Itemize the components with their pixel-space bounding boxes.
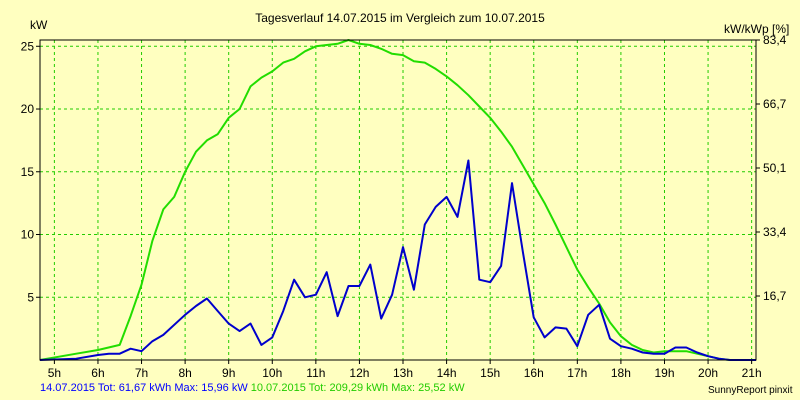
x-tick-label: 9h <box>222 366 235 380</box>
y-tick-label: 15 <box>21 165 35 179</box>
y2-tick-label: 33,4 <box>763 225 787 239</box>
x-tick-label: 6h <box>91 366 104 380</box>
y-axis-label: kW <box>30 18 48 32</box>
y-tick-label: 10 <box>21 228 35 242</box>
y2-tick-label: 66,7 <box>763 97 787 111</box>
x-tick-label: 12h <box>349 366 369 380</box>
x-tick-label: 16h <box>524 366 544 380</box>
legend-series-2: 10.07.2015 Tot: 209,29 kWh Max: 25,52 kW <box>250 382 465 394</box>
plot-frame <box>39 39 757 361</box>
x-tick-label: 10h <box>262 366 282 380</box>
x-tick-label: 21h <box>742 366 762 380</box>
y2-axis-label: kW/kWp [%] <box>724 22 790 36</box>
x-tick-label: 5h <box>48 366 61 380</box>
x-tick-label: 11h <box>306 366 325 380</box>
plot-background <box>40 40 756 360</box>
y2-tick-label: 83,4 <box>763 33 787 47</box>
axis-ticks: 5h 6h 7h 8h 9h 10h 11h 12h 13h 14h 15h 16h 17h 18h 19h… <box>21 33 787 380</box>
x-tick-label: 13h <box>393 366 413 380</box>
x-tick-label: 14h <box>437 366 457 380</box>
x-tick-label: 18h <box>611 366 631 380</box>
series-lines <box>39 39 756 361</box>
credit-text: SunnyReport pinxit <box>708 385 793 396</box>
x-tick-label: 17h <box>567 366 587 380</box>
x-tick-label: 7h <box>135 366 148 380</box>
y-tick-label: 20 <box>21 102 35 116</box>
y-tick-label: 5 <box>27 290 34 304</box>
series-line <box>39 159 756 361</box>
chart-title: Tagesverlauf 14.07.2015 im Vergleich zum… <box>255 11 545 25</box>
y-tick-label: 25 <box>21 39 35 53</box>
x-tick-label: 19h <box>654 366 674 380</box>
y2-tick-label: 16,7 <box>763 289 787 303</box>
series-line <box>39 39 756 361</box>
grid <box>40 40 756 360</box>
legend: 14.07.2015 Tot: 61,67 kWh Max: 15,96 kW … <box>40 382 465 394</box>
legend-series-1: 14.07.2015 Tot: 61,67 kWh Max: 15,96 kW <box>40 382 248 394</box>
x-tick-label: 15h <box>480 366 500 380</box>
y2-tick-label: 50,1 <box>763 161 787 175</box>
x-tick-label: 20h <box>698 366 718 380</box>
x-tick-label: 8h <box>178 366 191 380</box>
